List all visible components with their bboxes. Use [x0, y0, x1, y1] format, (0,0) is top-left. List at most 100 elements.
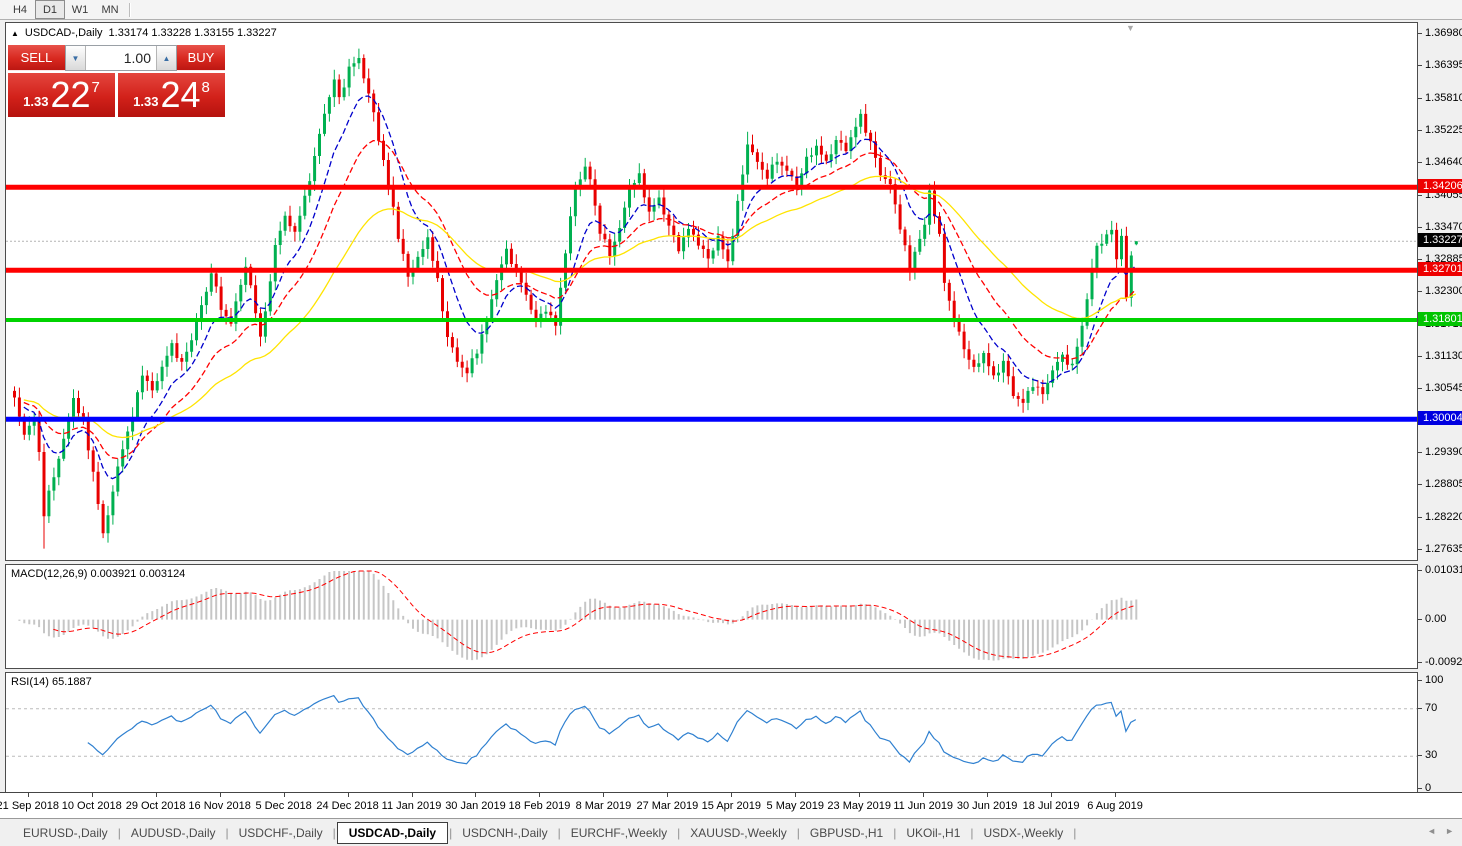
date-label: 27 Mar 2019	[636, 800, 699, 812]
date-axis-tick	[475, 793, 477, 797]
price-axis-tick: 1.36395	[1418, 59, 1462, 71]
macd-chart[interactable]	[6, 565, 1417, 668]
candlestick-chart[interactable]	[6, 23, 1417, 560]
timeframe-button-d1[interactable]: D1	[35, 0, 65, 19]
macd-values: 0.003921 0.003124	[90, 568, 186, 580]
rsi-axis-tick: 30	[1418, 749, 1462, 761]
price-badge-1.34206: 1.34206	[1418, 179, 1462, 194]
price-badge-1.30004: 1.30004	[1418, 411, 1462, 426]
timeframe-toolbar: H4 D1 W1 MN	[0, 0, 1462, 20]
price-axis-tick: 1.36980	[1418, 27, 1462, 39]
date-axis-tick	[155, 793, 157, 797]
chart-tab-bar: EURUSD-,Daily | AUDUSD-,Daily | USDCHF-,Dail…	[0, 819, 1462, 846]
date-axis-tick	[411, 793, 413, 797]
price-axis-tick: 1.34640	[1418, 156, 1462, 168]
bear-candle-bodies	[13, 58, 1128, 534]
sell-price-pip: 7	[91, 78, 100, 96]
date-label: 11 Jan 2019	[381, 800, 442, 812]
tab-separator: |	[225, 825, 229, 840]
rsi-label: RSI(14) 65.1887	[11, 676, 92, 688]
timeframe-button-group: H4 D1 W1 MN	[5, 0, 134, 19]
timeframe-button-w1[interactable]: W1	[71, 3, 89, 16]
sell-button[interactable]: SELL	[8, 45, 65, 71]
buy-button[interactable]: BUY	[177, 45, 225, 71]
chart-tab-usdchf-daily[interactable]: USDCHF-,Daily	[238, 825, 323, 840]
volume-increase-button[interactable]: ▲	[156, 46, 176, 70]
toolbar-separator	[129, 2, 130, 17]
timeframe-button-mn[interactable]: MN	[101, 3, 119, 16]
chart-ohlc-values: 1.33174 1.33228 1.33155 1.33227	[108, 27, 277, 39]
date-axis-tick	[731, 793, 733, 797]
volume-spinner: ▼ ▲	[65, 45, 177, 71]
date-label: 6 Aug 2019	[1087, 800, 1143, 812]
chart-shift-marker-icon[interactable]: ▼	[1126, 23, 1135, 33]
rsi-axis-tick: 0	[1418, 782, 1462, 794]
date-label: 18 Feb 2019	[508, 800, 571, 812]
date-axis-tick	[1051, 793, 1053, 797]
price-axis-tick: 1.35225	[1418, 124, 1462, 136]
macd-label: MACD(12,26,9) 0.003921 0.003124	[11, 568, 186, 580]
price-axis-tick: 1.28805	[1418, 478, 1462, 490]
date-label: 5 Dec 2018	[255, 800, 312, 812]
date-axis-tick	[1115, 793, 1117, 797]
timeframe-button-h4[interactable]: H4	[12, 3, 28, 16]
date-label: 18 Jul 2019	[1022, 800, 1080, 812]
chart-tab-gbpusd-h1[interactable]: GBPUSD-,H1	[809, 825, 884, 840]
date-label: 10 Oct 2018	[61, 800, 122, 812]
date-label: 16 Nov 2018	[188, 800, 251, 812]
date-axis-tick	[91, 793, 93, 797]
date-axis-tick	[603, 793, 605, 797]
volume-decrease-button[interactable]: ▼	[66, 46, 86, 70]
price-badge-1.33227: 1.33227	[1418, 233, 1462, 248]
volume-input[interactable]	[86, 46, 156, 70]
date-axis-tick	[859, 793, 861, 797]
tab-separator: |	[970, 825, 974, 840]
sell-price-button[interactable]: 1.33 22 7	[8, 73, 115, 117]
macd-signal-line	[53, 570, 1136, 659]
tab-separator: |	[796, 825, 800, 840]
price-axis-tick: 1.35810	[1418, 92, 1462, 104]
buy-price-button[interactable]: 1.33 24 8	[118, 73, 225, 117]
chart-tab-xauusd-weekly[interactable]: XAUUSD-,Weekly	[690, 825, 787, 840]
rsi-value: 65.1887	[51, 676, 92, 688]
chart-symbol-label: USDCAD-,Daily	[24, 27, 103, 39]
chart-tab-usdcad-daily[interactable]: USDCAD-,Daily	[336, 821, 449, 844]
chart-tab-usdcnh-daily[interactable]: USDCNH-,Daily	[462, 825, 548, 840]
chart-tab-usdx-weekly[interactable]: USDX-,Weekly	[983, 825, 1064, 840]
price-chart-pane[interactable]	[5, 22, 1418, 561]
chart-tab-ukoil-h1[interactable]: UKOil-,H1	[906, 825, 961, 840]
chart-tab-audusd-daily[interactable]: AUDUSD-,Daily	[130, 825, 216, 840]
rsi-chart[interactable]	[6, 673, 1417, 792]
date-label: 24 Dec 2018	[316, 800, 379, 812]
tab-scroll-right-icon[interactable]: ►	[1445, 826, 1454, 836]
rsi-indicator-pane[interactable]	[5, 672, 1418, 793]
price-axis-tick: 1.31130	[1418, 350, 1462, 362]
chart-title: ▲ USDCAD-,Daily 1.33174 1.33228 1.33155 …	[11, 27, 277, 39]
price-axis-tick: 1.28220	[1418, 511, 1462, 523]
rsi-line	[87, 694, 1137, 765]
collapse-triangle-icon[interactable]: ▲	[11, 28, 19, 38]
tab-separator: |	[557, 825, 561, 840]
date-axis-tick	[987, 793, 989, 797]
sell-price-big: 22	[50, 74, 91, 115]
rsi-axis-tick: 70	[1418, 702, 1462, 714]
chart-tab-eurusd-daily[interactable]: EURUSD-,Daily	[23, 825, 108, 840]
date-label: 30 Jan 2019	[445, 800, 506, 812]
date-axis-tick	[347, 793, 349, 797]
sell-price-prefix: 1.33	[23, 93, 49, 109]
price-axis-tick: 1.32300	[1418, 285, 1462, 297]
price-axis-tick: 1.27635	[1418, 543, 1462, 555]
macd-indicator-pane[interactable]	[5, 564, 1418, 669]
date-label: 5 May 2019	[766, 800, 825, 812]
price-axis-tick: 1.32885	[1418, 253, 1462, 265]
date-label: 8 Mar 2019	[575, 800, 632, 812]
tab-scroll-left-icon[interactable]: ◄	[1427, 826, 1437, 836]
price-axis[interactable]: 1.36980 1.36395 1.35810 1.35225 1.34640 1.340…	[1418, 22, 1462, 794]
date-axis[interactable]: 21 Sep 2018 10 Oct 2018 29 Oct 2018 16 Nov …	[0, 792, 1462, 819]
date-axis-tick	[27, 793, 29, 797]
date-label: 29 Oct 2018	[125, 800, 186, 812]
tab-scroll-arrows: ◄ ►	[1418, 826, 1454, 836]
chart-tab-eurchf-weekly[interactable]: EURCHF-,Weekly	[570, 825, 668, 840]
bull-candle-wicks	[28, 48, 1137, 543]
